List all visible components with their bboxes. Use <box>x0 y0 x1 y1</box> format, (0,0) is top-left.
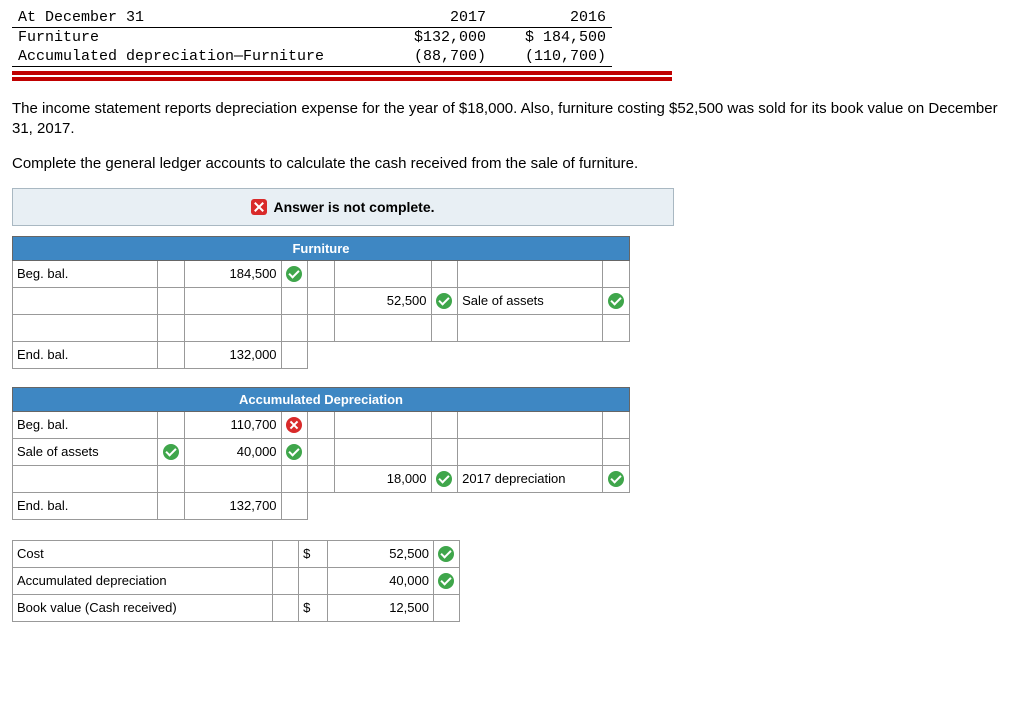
accent-divider <box>12 71 672 81</box>
cell-value: $132,000 <box>372 28 492 48</box>
x-icon <box>251 199 267 215</box>
end-bal-label: End. bal. <box>13 341 158 368</box>
cell-label: Furniture <box>12 28 372 48</box>
ledger-title: Accumulated Depreciation <box>13 387 630 411</box>
end-bal-label: End. bal. <box>13 492 158 519</box>
check-icon <box>438 546 454 562</box>
sale-amount[interactable]: 52,500 <box>334 287 431 314</box>
currency-symbol: $ <box>299 540 327 567</box>
check-icon <box>438 573 454 589</box>
end-bal-amount: 132,000 <box>184 341 281 368</box>
cell-value: (110,700) <box>492 47 612 67</box>
beg-bal-amount[interactable]: 110,700 <box>184 411 281 438</box>
check-icon <box>436 471 452 487</box>
depr-label[interactable]: 2017 depreciation <box>458 465 603 492</box>
beg-bal-label: Beg. bal. <box>13 411 158 438</box>
ledger-title: Furniture <box>13 236 630 260</box>
accdep-label: Accumulated depreciation <box>13 567 273 594</box>
check-icon <box>163 444 179 460</box>
sale-label[interactable]: Sale of assets <box>458 287 603 314</box>
check-icon <box>286 266 302 282</box>
cell-value: (88,700) <box>372 47 492 67</box>
x-icon <box>286 417 302 433</box>
table-row: Furniture $132,000 $ 184,500 <box>12 28 612 48</box>
cost-amount[interactable]: 52,500 <box>327 540 433 567</box>
th-label: At December 31 <box>12 8 372 28</box>
th-2016: 2016 <box>492 8 612 28</box>
problem-text-1: The income statement reports depreciatio… <box>12 99 1012 140</box>
check-icon <box>608 471 624 487</box>
accdep-amount[interactable]: 40,000 <box>327 567 433 594</box>
bookval-label: Book value (Cash received) <box>13 594 273 621</box>
cell-value: $ 184,500 <box>492 28 612 48</box>
cell-label: Accumulated depreciation—Furniture <box>12 47 372 67</box>
status-banner: Answer is not complete. <box>12 188 674 226</box>
currency-symbol: $ <box>299 594 327 621</box>
bookval-amount: 12,500 <box>327 594 433 621</box>
th-2017: 2017 <box>372 8 492 28</box>
depr-amount[interactable]: 18,000 <box>334 465 431 492</box>
balances-table: At December 31 2017 2016 Furniture $132,… <box>12 8 612 67</box>
banner-text: Answer is not complete. <box>273 199 434 215</box>
end-bal-amount: 132,700 <box>184 492 281 519</box>
sale-label[interactable]: Sale of assets <box>13 438 158 465</box>
table-row: Accumulated depreciation—Furniture (88,7… <box>12 47 612 67</box>
beg-bal-amount[interactable]: 184,500 <box>184 260 281 287</box>
cost-label: Cost <box>13 540 273 567</box>
furniture-ledger: Furniture Beg. bal. 184,500 52,500 Sale … <box>12 236 630 520</box>
check-icon <box>436 293 452 309</box>
summary-table: Cost $ 52,500 Accumulated depreciation 4… <box>12 540 460 622</box>
problem-text-2: Complete the general ledger accounts to … <box>12 154 1012 174</box>
beg-bal-label: Beg. bal. <box>13 260 158 287</box>
check-icon <box>286 444 302 460</box>
check-icon <box>608 293 624 309</box>
sale-amount[interactable]: 40,000 <box>184 438 281 465</box>
